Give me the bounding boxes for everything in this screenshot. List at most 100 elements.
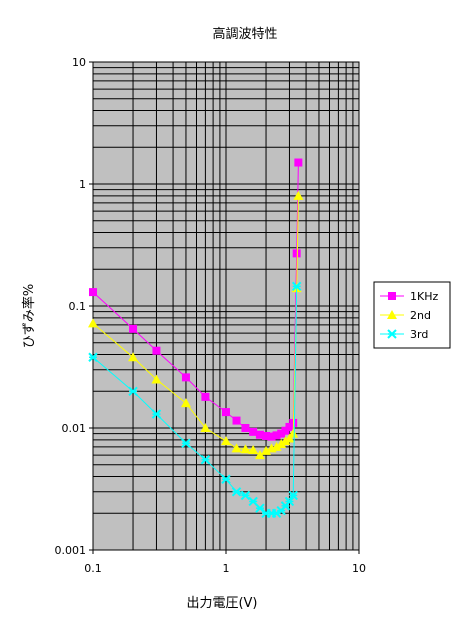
series-3rd [88,281,302,518]
triangle-marker-shape [248,445,259,455]
data-point [181,373,190,382]
y-tick-label: 0.1 [69,300,87,313]
triangle-marker-shape [280,436,291,446]
data-point [241,424,250,432]
data-point [221,474,231,484]
data-point [152,346,161,355]
data-point [262,431,271,440]
triangle-marker-shape [271,441,282,451]
y-axis-ticks: 0.001 0.01 0.1 1 10 [55,56,93,557]
data-point [293,190,304,200]
triangle-marker-shape [284,433,295,443]
data-point [128,352,139,362]
data-point [276,438,287,448]
data-point [291,281,302,292]
triangle-marker-shape [387,310,397,319]
data-point [271,441,282,451]
data-point [284,496,295,507]
y-tick-label: 1 [79,178,86,191]
triangle-marker-shape [128,352,139,362]
data-point [222,408,230,417]
data-point [200,423,211,432]
triangle-marker-shape [276,438,287,448]
data-point [181,438,191,448]
x-axis-ticks: 0.1 1 10 [84,550,366,575]
triangle-marker-shape [231,443,242,453]
data-point [261,445,272,455]
data-point [231,443,242,453]
square-marker-shape [388,292,396,300]
data-point [280,436,291,446]
data-point [240,490,251,501]
data-point [267,432,276,441]
triangle-marker-shape [221,436,231,446]
data-point [221,436,231,446]
data-point [288,490,298,501]
square-marker-shape [267,432,276,441]
legend: 1KHz 2nd 3rd [373,281,451,349]
data-point [128,386,138,396]
legend-label: 1KHz [410,290,438,303]
data-point [240,444,251,454]
triangle-marker-shape [288,428,299,438]
y-axis-label: ひずみ率% [21,284,37,348]
data-point [129,324,138,333]
data-point [180,398,191,408]
triangle-marker-shape [254,450,265,460]
data-point [294,158,303,167]
data-point [255,430,264,439]
data-point [288,428,299,438]
triangle-marker-shape [261,445,272,455]
square-marker-shape [249,427,258,436]
data-point [248,445,259,455]
square-marker-shape [292,249,301,258]
data-point [254,450,265,460]
square-marker-shape [129,324,138,333]
data-point [249,427,258,436]
data-point [232,416,241,425]
triangle-marker-shape [151,374,162,384]
triangle-marker-shape [180,398,191,408]
chart-title: 高調波特性 [212,26,277,42]
square-marker-shape [222,408,230,417]
series-1khz [89,158,303,441]
square-marker-shape [255,430,264,439]
square-marker-shape [201,392,210,401]
grid-lines [92,61,360,551]
data-point [151,374,162,384]
square-marker-shape [285,422,294,431]
square-marker-shape [294,158,303,167]
legend-marker [387,329,397,339]
triangle-marker-shape [200,423,211,432]
data-point [277,429,286,438]
data-point [89,288,97,297]
triangle-marker-shape [293,190,304,200]
legend-label: 2nd [410,309,431,322]
data-point [151,409,162,419]
legend-label: 3rd [410,328,428,341]
triangle-marker-shape [88,318,98,328]
x-tick-label: 10 [352,562,366,575]
legend-marker [387,310,397,319]
data-point [200,454,211,465]
x-tick-label: 1 [223,562,230,575]
series-group [88,158,304,518]
triangle-marker-shape [240,444,251,454]
y-tick-label: 0.01 [62,422,87,435]
data-point [292,249,301,258]
data-point [272,431,281,440]
square-marker-shape [232,416,241,425]
square-marker-shape [262,431,271,440]
y-tick-label: 0.001 [55,544,87,557]
data-point [248,496,258,507]
data-point [88,318,98,328]
square-marker-shape [181,373,190,382]
square-marker-shape [241,424,250,432]
data-point [231,487,242,497]
square-marker-shape [152,346,161,355]
x-tick-label: 0.1 [84,562,102,575]
legend-marker [388,292,396,300]
data-point [285,422,294,431]
square-marker-shape [272,431,281,440]
